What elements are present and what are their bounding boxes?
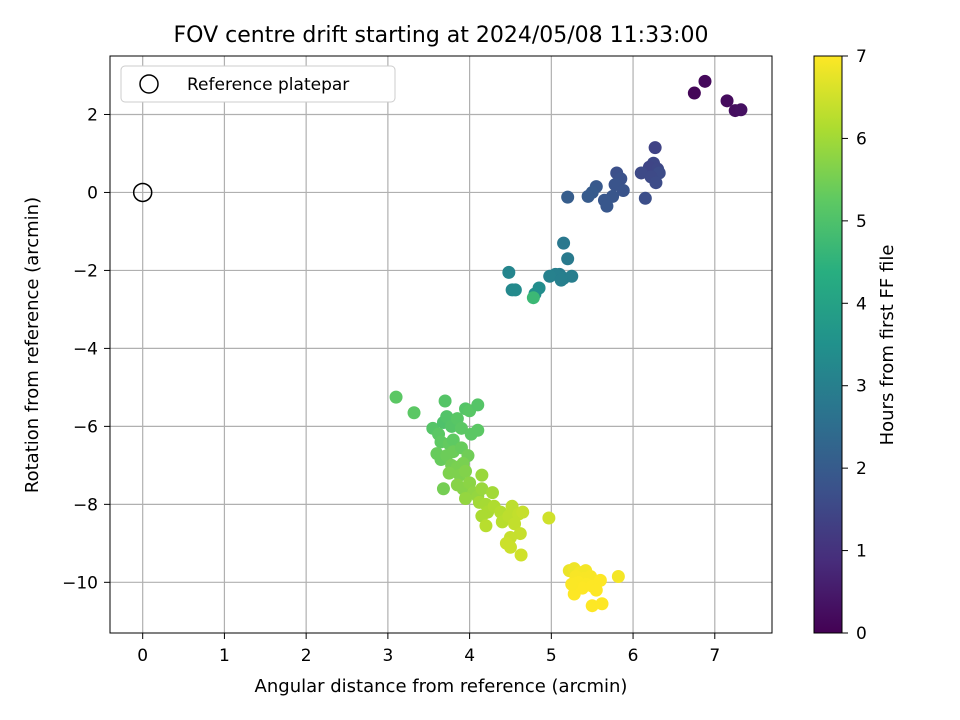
reference-platepar-marker xyxy=(132,182,153,203)
data-point xyxy=(648,141,662,155)
grid xyxy=(110,56,772,633)
x-tick-label: 4 xyxy=(464,646,475,666)
data-point xyxy=(479,519,493,533)
plot-area xyxy=(109,55,773,634)
data-point xyxy=(502,265,516,279)
data-point xyxy=(557,236,571,250)
data-point xyxy=(389,390,403,404)
data-point xyxy=(595,597,609,611)
x-tick-label: 3 xyxy=(382,646,393,666)
data-point xyxy=(561,252,575,266)
data-point xyxy=(442,466,456,480)
data-point xyxy=(508,283,522,297)
data-point xyxy=(634,166,648,180)
x-axis-label: Angular distance from reference (arcmin) xyxy=(255,676,628,697)
data-point xyxy=(600,199,614,213)
data-point xyxy=(503,540,517,554)
scatter-points xyxy=(389,74,748,613)
data-point xyxy=(554,273,568,287)
y-tick-label: −6 xyxy=(73,417,98,437)
data-point xyxy=(565,577,579,591)
legend-marker xyxy=(139,74,159,94)
colorbar-tick-label: 1 xyxy=(856,542,867,562)
colorbar-tick-label: 5 xyxy=(856,212,867,232)
data-point xyxy=(475,468,489,482)
data-point xyxy=(593,573,607,587)
legend: Reference platepar xyxy=(120,65,396,103)
chart-title: FOV centre drift starting at 2024/05/08 … xyxy=(174,23,709,48)
colorbar-tick-label: 4 xyxy=(856,294,867,314)
data-point xyxy=(638,191,652,205)
data-point xyxy=(720,94,734,108)
y-tick-label: 2 xyxy=(87,105,98,125)
x-tick-label: 7 xyxy=(709,646,720,666)
x-tick-label: 5 xyxy=(546,646,557,666)
data-point xyxy=(438,394,452,408)
y-tick-label: −8 xyxy=(73,495,98,515)
data-point xyxy=(514,548,528,562)
data-point xyxy=(485,486,499,500)
colorbar-tick-label: 0 xyxy=(856,624,867,644)
colorbar-tick-label: 3 xyxy=(856,377,867,397)
data-point xyxy=(471,423,485,437)
colorbar-tick-label: 7 xyxy=(856,47,867,67)
colorbar-tick-label: 6 xyxy=(856,129,867,149)
data-point xyxy=(516,505,530,519)
x-tick-label: 6 xyxy=(628,646,639,666)
data-point xyxy=(508,517,522,531)
legend-entry-reference-platepar: Reference platepar xyxy=(187,75,349,95)
data-point xyxy=(542,511,556,525)
colorbar-tick-label: 2 xyxy=(856,459,867,479)
data-point xyxy=(649,176,663,190)
data-point xyxy=(471,398,485,412)
y-tick-label: −4 xyxy=(73,339,98,359)
data-point xyxy=(463,476,477,490)
data-point xyxy=(454,421,468,435)
data-point xyxy=(475,509,489,523)
data-point xyxy=(450,412,464,426)
plot-background xyxy=(110,56,772,633)
data-point xyxy=(526,291,540,305)
data-point xyxy=(459,464,473,478)
data-point xyxy=(436,482,450,496)
data-point xyxy=(475,482,489,496)
data-point xyxy=(567,587,581,601)
data-point xyxy=(611,569,625,583)
data-point xyxy=(698,74,712,88)
data-point xyxy=(446,433,460,447)
data-point xyxy=(734,103,748,117)
colorbar-gradient xyxy=(813,55,843,634)
x-tick-label: 0 xyxy=(137,646,148,666)
data-point xyxy=(543,269,557,283)
data-point xyxy=(589,583,603,597)
legend-box xyxy=(120,65,396,103)
data-point xyxy=(513,527,527,541)
data-point xyxy=(561,190,575,204)
y-tick-label: −10 xyxy=(62,573,98,593)
x-tick-label: 1 xyxy=(219,646,230,666)
data-point xyxy=(407,406,421,420)
y-axis-label: Rotation from reference (arcmin) xyxy=(22,197,43,493)
data-point xyxy=(616,184,630,198)
data-point xyxy=(440,410,454,424)
data-point xyxy=(585,599,599,613)
data-point xyxy=(687,86,701,100)
data-point xyxy=(581,189,595,203)
x-tick-label: 2 xyxy=(301,646,312,666)
plot-frame xyxy=(109,55,773,634)
colorbar-ticks: 0 1 2 3 4 5 6 7 xyxy=(842,47,867,644)
y-tick-label: 0 xyxy=(87,183,98,203)
data-point xyxy=(459,491,473,505)
data-point xyxy=(565,269,579,283)
colorbar: 0 1 2 3 4 5 6 7 Hours from first FF file xyxy=(813,47,898,644)
y-axis-ticks: −10 −8 −6 −4 −2 0 2 xyxy=(62,105,110,593)
colorbar-label: Hours from first FF file xyxy=(877,245,898,446)
x-axis-ticks: 0 1 2 3 4 5 6 7 xyxy=(137,633,720,666)
y-tick-label: −2 xyxy=(73,261,98,281)
